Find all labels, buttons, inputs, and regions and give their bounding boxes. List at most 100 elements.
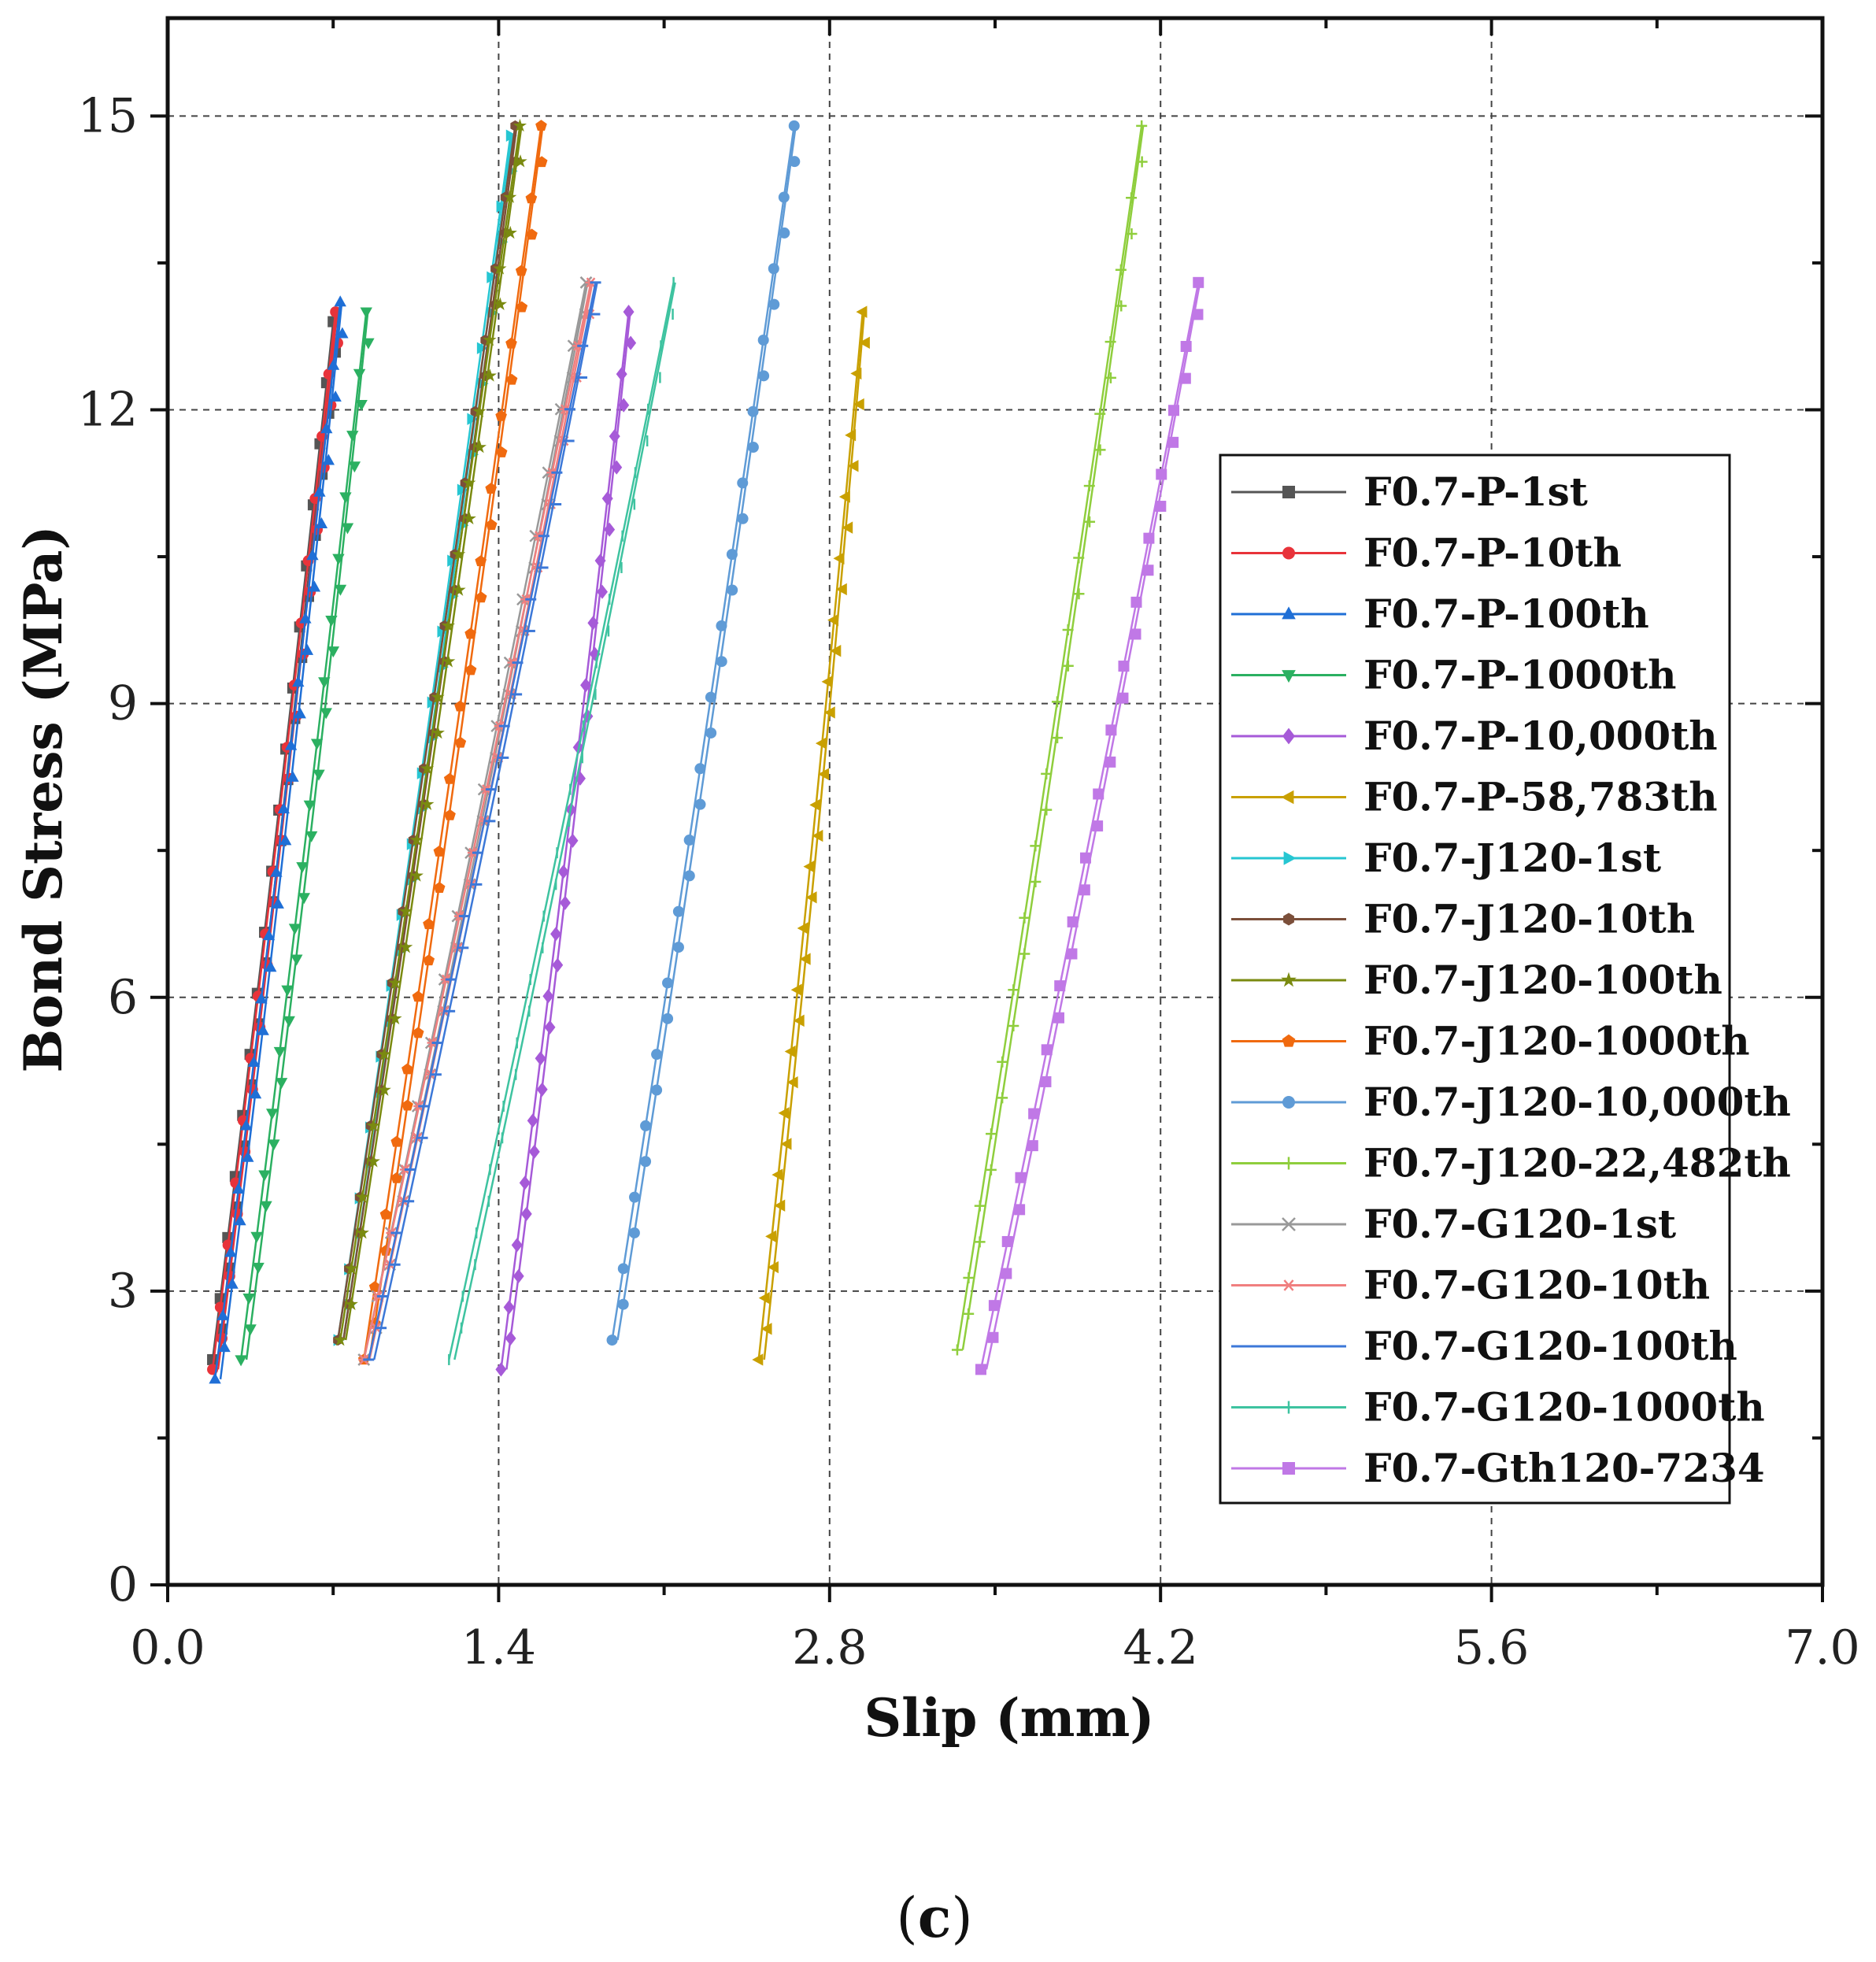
data-point-marker — [344, 1261, 358, 1275]
figure-caption: (c) — [896, 1885, 972, 1950]
data-point-marker — [355, 1190, 369, 1203]
data-point-marker — [683, 870, 695, 882]
legend-marker — [1282, 1034, 1296, 1047]
data-point-marker — [827, 613, 839, 627]
data-point-marker — [799, 953, 811, 965]
series-F0.7-G120-100th — [363, 281, 601, 1361]
data-point-marker — [398, 904, 413, 918]
data-point-marker — [1094, 408, 1106, 420]
data-point-marker — [472, 404, 487, 418]
data-point-marker — [793, 1014, 805, 1027]
legend-marker — [1282, 670, 1296, 683]
data-point-marker — [1105, 336, 1116, 348]
data-point-marker — [348, 461, 361, 473]
data-point-marker — [209, 1372, 221, 1384]
legend-label: F0.7-P-10,000th — [1364, 713, 1718, 759]
x-tick-label: 7.0 — [1785, 1620, 1859, 1675]
data-point-marker — [818, 768, 830, 780]
data-point-marker — [747, 405, 759, 417]
data-point-marker — [765, 1230, 777, 1243]
data-point-marker — [235, 1355, 247, 1367]
data-point-marker — [1193, 276, 1204, 288]
data-point-marker — [346, 431, 359, 442]
data-point-marker — [1130, 628, 1142, 640]
data-point-marker — [451, 547, 466, 561]
data-point-marker — [853, 398, 864, 411]
data-point-marker — [483, 332, 497, 346]
data-point-marker — [847, 460, 859, 472]
data-point-marker — [1030, 840, 1042, 852]
data-point-marker — [557, 864, 569, 879]
data-point-marker — [812, 829, 823, 842]
data-point-marker — [1192, 309, 1204, 320]
data-point-marker — [281, 985, 294, 997]
legend-marker — [1282, 1279, 1295, 1291]
data-point-marker — [1028, 1108, 1040, 1120]
legend-label: F0.7-G120-1st — [1364, 1201, 1676, 1247]
data-point-marker — [503, 225, 517, 239]
data-point-marker — [1027, 1140, 1038, 1152]
legend-item: F0.7-P-10,000th — [1231, 713, 1718, 759]
data-point-marker — [495, 446, 508, 457]
data-point-marker — [1062, 660, 1074, 672]
data-point-marker — [1001, 1268, 1012, 1279]
data-point-marker — [258, 1170, 271, 1182]
data-point-marker — [301, 643, 314, 655]
legend: F0.7-P-1st F0.7-P-10th F0.7-P-100th F0.7-P-… — [1219, 453, 1791, 1505]
series-F0.7-G120-1000th — [448, 276, 676, 1365]
data-point-marker — [355, 1225, 369, 1239]
data-point-marker — [835, 583, 847, 596]
data-point-marker — [594, 553, 606, 568]
data-point-marker — [485, 483, 498, 494]
data-point-marker — [951, 1344, 963, 1356]
data-point-marker — [306, 549, 319, 561]
data-point-marker — [265, 961, 277, 972]
data-point-marker — [520, 1206, 532, 1221]
data-point-marker — [355, 399, 368, 411]
series-F0.7-J120-1000th — [357, 120, 548, 1365]
data-point-marker — [672, 942, 684, 953]
series-F0.7-P-100th — [209, 295, 349, 1384]
data-point-marker — [858, 336, 870, 349]
data-point-marker — [279, 834, 292, 846]
data-point-marker — [609, 429, 620, 444]
data-point-marker — [443, 772, 456, 784]
data-point-marker — [833, 552, 845, 565]
data-point-marker — [1094, 444, 1106, 456]
data-point-marker — [388, 1011, 402, 1025]
legend-marker — [1282, 546, 1295, 560]
data-point-marker — [768, 298, 780, 310]
data-point-marker — [552, 957, 564, 972]
data-point-marker — [628, 1227, 640, 1238]
data-point-marker — [747, 442, 759, 453]
data-point-marker — [505, 373, 518, 385]
data-point-marker — [388, 975, 402, 989]
data-point-marker — [1105, 724, 1117, 736]
data-point-marker — [503, 190, 517, 203]
data-point-marker — [1041, 768, 1053, 779]
data-point-marker — [1014, 1204, 1026, 1216]
legend-item: F0.7-G120-10th — [1231, 1262, 1710, 1309]
legend-label: F0.7-P-58,783th — [1364, 774, 1718, 820]
data-point-marker — [308, 580, 321, 592]
data-point-marker — [485, 519, 498, 531]
data-point-marker — [974, 1236, 986, 1248]
data-point-marker — [234, 1214, 246, 1226]
data-point-marker — [1117, 692, 1129, 704]
data-point-marker — [1115, 264, 1127, 276]
data-point-marker — [260, 1201, 272, 1212]
legend-label: F0.7-G120-100th — [1364, 1323, 1737, 1369]
data-point-marker — [516, 301, 528, 313]
legend-item: F0.7-J120-100th — [1231, 957, 1722, 1003]
data-point-marker — [640, 1156, 652, 1168]
data-point-marker — [252, 1262, 265, 1274]
data-point-marker — [505, 337, 517, 349]
data-point-marker — [262, 929, 276, 941]
data-point-marker — [247, 1056, 261, 1068]
y-tick-label: 6 — [108, 970, 138, 1025]
data-point-marker — [525, 192, 538, 204]
data-point-marker — [292, 676, 305, 687]
data-point-marker — [705, 727, 717, 739]
data-point-marker — [277, 802, 290, 814]
data-point-marker — [399, 939, 413, 953]
